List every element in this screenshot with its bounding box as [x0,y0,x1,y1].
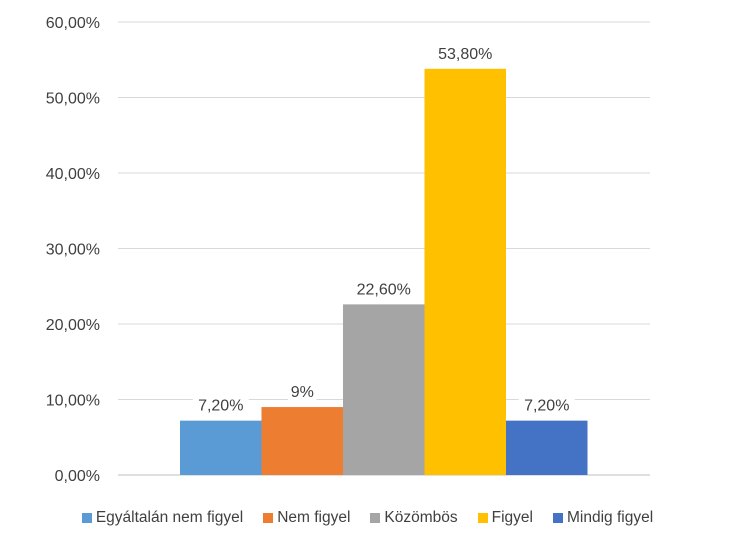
y-tick-label: 20,00% [46,317,100,334]
y-tick-label: 10,00% [46,393,100,410]
legend-item: Figyel [477,509,533,527]
legend-item: Mindig figyel [553,509,653,527]
legend-swatch [477,513,488,523]
data-label-background [351,278,417,300]
chart-legend: Egyáltalán nem figyel Nem figyel Közömbös F… [0,509,735,527]
legend-swatch [263,513,274,523]
data-label-background [192,394,249,416]
data-label: 9% [291,384,314,401]
y-tick-label: 60,00% [46,15,100,32]
legend-label: Nem figyel [277,509,351,526]
data-label: 53,80% [438,46,492,63]
legend-swatch [553,513,563,523]
legend-item: Egyáltalán nem figyel [81,509,244,527]
data-label-background [518,394,575,416]
bar [424,68,506,475]
legend-label: Közömbös [384,509,458,526]
y-tick-label: 40,00% [46,166,100,183]
legend-label: Egyáltalán nem figyel [95,509,244,526]
bar [261,407,343,475]
legend-label: Mindig figyel [567,509,654,526]
data-label-background [432,42,498,64]
legend-swatch [370,513,381,523]
y-tick-label: 50,00% [46,91,100,108]
data-label: 7,20% [524,398,569,415]
legend-label: Figyel [491,509,533,526]
data-label-background [288,381,317,403]
legend-item: Nem figyel [263,509,350,527]
bar [180,420,262,475]
legend-swatch [81,513,92,523]
bar [506,420,588,475]
chart-plot-area: 0,00% 10,00% 20,00% 30,00% 40,00% 50,00% 60,00… [46,15,650,485]
y-tick-label: 0,00% [55,468,100,485]
data-label: 7,20% [198,398,243,415]
data-label: 22,60% [357,281,411,298]
legend-item: Közömbös [370,509,458,527]
y-tick-label: 30,00% [46,242,100,259]
bar [343,304,425,475]
